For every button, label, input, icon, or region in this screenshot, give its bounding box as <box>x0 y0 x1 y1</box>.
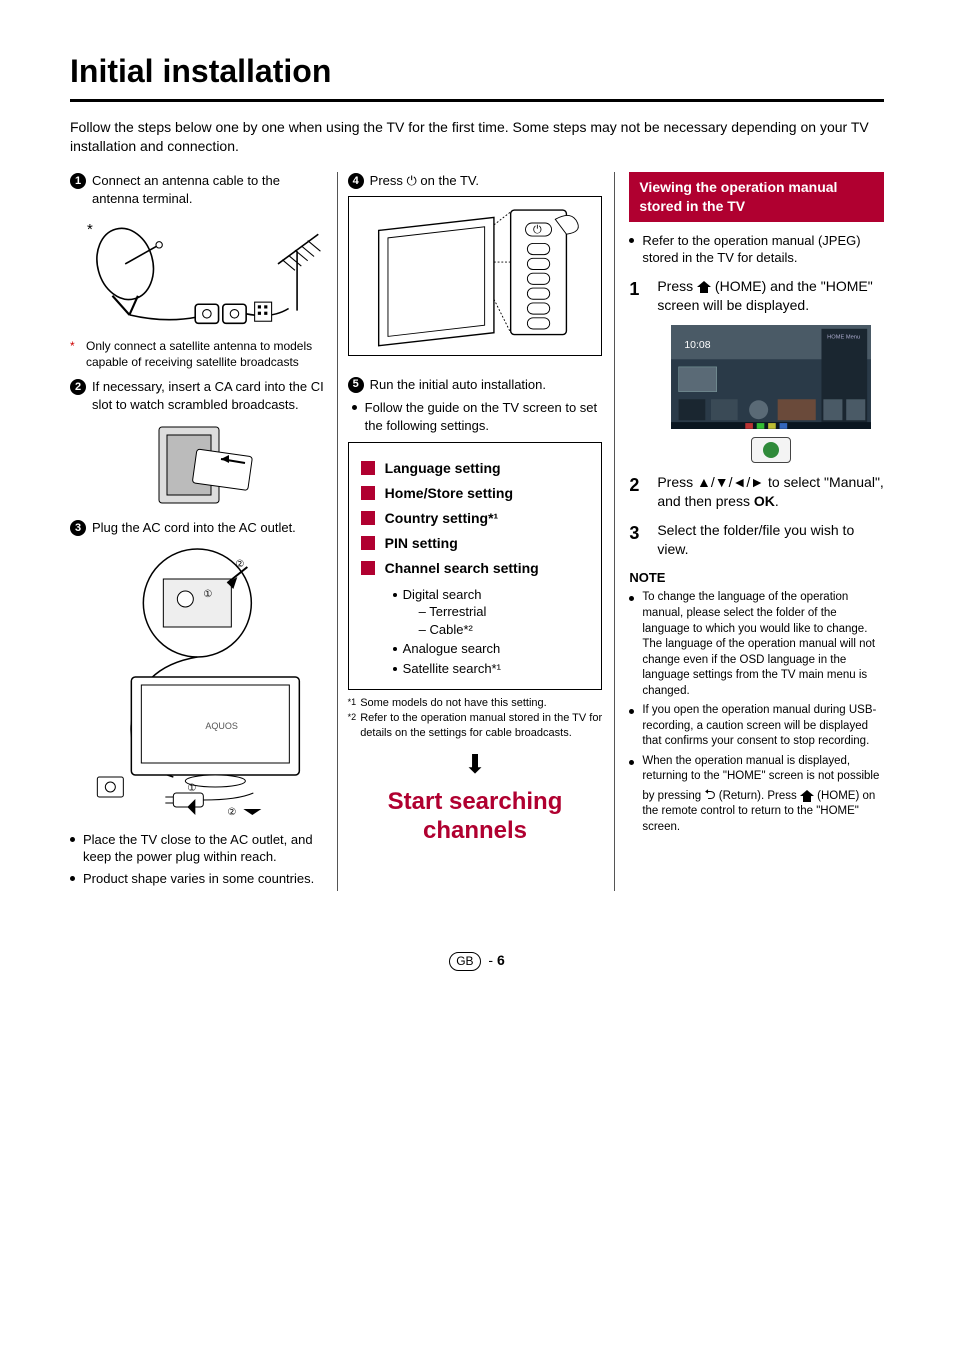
home-screen-illustration: 10:08 HOME Menu <box>671 325 871 430</box>
page-footer: GB - 6 <box>70 951 884 970</box>
step-number-3-icon: 3 <box>70 520 86 536</box>
step-3: 3 Plug the AC cord into the AC outlet. <box>70 519 325 537</box>
fn1-mark: *1 <box>348 696 357 711</box>
note-2: If you open the operation manual during … <box>642 703 884 750</box>
note-ac-outlet: Place the TV close to the AC outlet, and… <box>83 831 325 866</box>
step-number-5-icon: 5 <box>348 377 364 393</box>
fn2-mark: *2 <box>348 711 357 741</box>
step-5-text: Run the initial auto installation. <box>370 376 603 394</box>
svg-text:②: ② <box>227 807 236 818</box>
column-3: Viewing the operation manual stored in t… <box>625 172 884 891</box>
bullet-square-icon <box>361 561 375 575</box>
svg-text:②: ② <box>235 559 244 570</box>
note-product-shape: Product shape varies in some countries. <box>83 870 314 888</box>
antenna-illustration: * <box>70 213 325 330</box>
footnote-mark: * <box>70 338 80 370</box>
start-searching-cta: Start searching channels <box>348 788 603 846</box>
step-4-text: Press ⏻ on the TV. <box>370 172 603 190</box>
step-5: 5 Run the initial auto installation. <box>348 376 603 394</box>
power-icon: ⏻ <box>407 173 417 188</box>
sidebar-step-2-num: 2 <box>629 473 645 511</box>
sidebar-step-2-text: Press ▲/▼/◄/► to select "Manual", and th… <box>657 473 884 511</box>
return-icon: ⮌ <box>704 785 715 804</box>
columns: 1 Connect an antenna cable to the antenn… <box>70 172 884 891</box>
svg-text:⏻: ⏻ <box>533 224 542 236</box>
note-list: To change the language of the operation … <box>629 590 884 835</box>
fn2-text: Refer to the operation manual stored in … <box>360 711 602 741</box>
note-heading: NOTE <box>629 569 884 587</box>
setting-pin: PIN setting <box>385 534 594 553</box>
green-button-icon <box>751 437 791 463</box>
setting-language: Language setting <box>385 459 594 478</box>
digital-search: Digital search <box>403 587 482 602</box>
sidebar-intro-text: Refer to the operation manual (JPEG) sto… <box>642 232 884 267</box>
bullet-square-icon <box>361 461 375 475</box>
step-number-1-icon: 1 <box>70 173 86 189</box>
footnotes: *1Some models do not have this setting. … <box>348 696 603 741</box>
step-2: 2 If necessary, insert a CA card into th… <box>70 378 325 413</box>
bullet-square-icon <box>361 536 375 550</box>
setting-home-store: Home/Store setting <box>385 484 594 503</box>
svg-text:AQUOS: AQUOS <box>205 721 238 731</box>
setting-channel-search: Channel search setting <box>385 559 594 578</box>
region-badge: GB <box>449 952 480 970</box>
fn1-text: Some models do not have this setting. <box>360 696 547 711</box>
step-number-4-icon: 4 <box>348 173 364 189</box>
sidebar-step-3-num: 3 <box>629 521 645 559</box>
sidebar-step-3-text: Select the folder/file you wish to view. <box>657 521 884 559</box>
home-icon <box>800 790 814 802</box>
svg-text:①: ① <box>203 589 212 600</box>
step-5-sub-text: Follow the guide on the TV screen to set… <box>365 399 603 434</box>
column-2: 4 Press ⏻ on the TV. ⏻ <box>348 172 616 891</box>
step-1: 1 Connect an antenna cable to the antenn… <box>70 172 325 207</box>
tv-power-illustration: ⏻ <box>348 196 603 356</box>
sidebar-intro-bullet: Refer to the operation manual (JPEG) sto… <box>629 232 884 267</box>
step-1-text: Connect an antenna cable to the antenna … <box>92 172 325 207</box>
analogue-search: Analogue search <box>403 640 501 658</box>
bullet-square-icon <box>361 486 375 500</box>
sidebar-step-1-num: 1 <box>629 277 645 464</box>
ca-card-illustration <box>137 419 257 509</box>
step-4: 4 Press ⏻ on the TV. <box>348 172 603 190</box>
ac-cord-illustration: ① ② AQUOS ① ② <box>70 543 325 823</box>
step-2-text: If necessary, insert a CA card into the … <box>92 378 325 413</box>
sidebar-step-1-text: Press (HOME) and the "HOME" screen will … <box>657 277 884 464</box>
page-title: Initial installation <box>70 50 884 102</box>
note-3: When the operation manual is displayed, … <box>642 754 884 836</box>
cable: Cable*² <box>419 621 594 639</box>
step-3-text: Plug the AC cord into the AC outlet. <box>92 519 325 537</box>
settings-box: Language setting Home/Store setting Coun… <box>348 442 603 690</box>
satellite-search: Satellite search*¹ <box>403 660 501 678</box>
down-arrow-icon: ⬇ <box>348 747 603 782</box>
setting-country: Country setting*¹ <box>385 509 594 528</box>
sidebar-steps: 1 Press (HOME) and the "HOME" screen wil… <box>629 277 884 559</box>
satellite-footnote: * Only connect a satellite antenna to mo… <box>70 338 325 370</box>
step-3-notes: Place the TV close to the AC outlet, and… <box>70 831 325 888</box>
page-number: 6 <box>497 952 505 968</box>
step-5-sub: Follow the guide on the TV screen to set… <box>348 399 603 434</box>
svg-text:HOME Menu: HOME Menu <box>827 334 860 340</box>
svg-text:*: * <box>87 222 93 238</box>
footnote-text: Only connect a satellite antenna to mode… <box>86 338 325 370</box>
svg-text:10:08: 10:08 <box>684 339 710 350</box>
sidebar-heading: Viewing the operation manual stored in t… <box>629 172 884 222</box>
note-1: To change the language of the operation … <box>642 590 884 699</box>
intro-text: Follow the steps below one by one when u… <box>70 118 884 156</box>
svg-text:①: ① <box>187 783 196 794</box>
column-1: 1 Connect an antenna cable to the antenn… <box>70 172 338 891</box>
step-number-2-icon: 2 <box>70 379 86 395</box>
terrestrial: Terrestrial <box>419 603 594 621</box>
bullet-square-icon <box>361 511 375 525</box>
channel-search-sub: Digital search Terrestrial Cable*² Analo… <box>357 586 594 678</box>
settings-list: Language setting Home/Store setting Coun… <box>357 459 594 577</box>
home-icon <box>697 281 711 293</box>
